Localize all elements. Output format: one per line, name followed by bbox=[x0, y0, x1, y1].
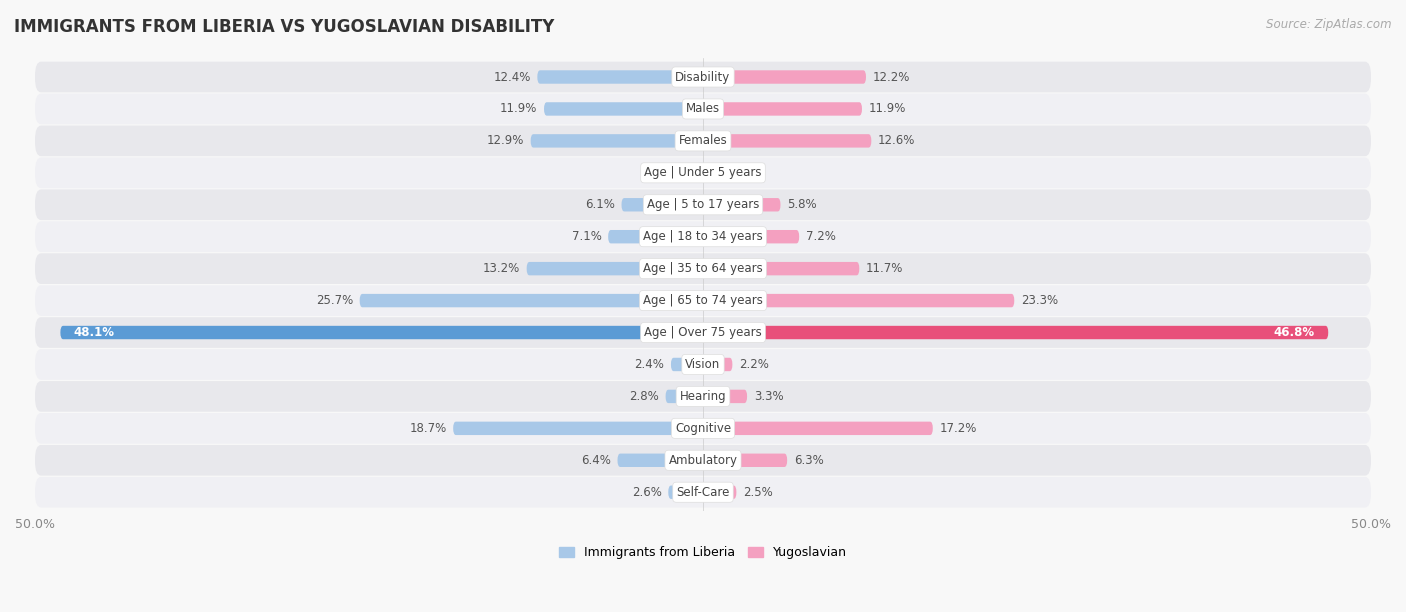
FancyBboxPatch shape bbox=[35, 381, 1371, 412]
FancyBboxPatch shape bbox=[671, 358, 703, 371]
Text: 11.9%: 11.9% bbox=[869, 102, 905, 116]
Text: 13.2%: 13.2% bbox=[482, 262, 520, 275]
Text: Cognitive: Cognitive bbox=[675, 422, 731, 435]
Text: 11.7%: 11.7% bbox=[866, 262, 904, 275]
Text: 2.4%: 2.4% bbox=[634, 358, 664, 371]
FancyBboxPatch shape bbox=[35, 62, 1371, 92]
FancyBboxPatch shape bbox=[35, 157, 1371, 188]
Text: 18.7%: 18.7% bbox=[409, 422, 447, 435]
FancyBboxPatch shape bbox=[530, 134, 703, 147]
FancyBboxPatch shape bbox=[703, 166, 721, 179]
FancyBboxPatch shape bbox=[60, 326, 703, 339]
Text: Disability: Disability bbox=[675, 70, 731, 83]
Text: 12.2%: 12.2% bbox=[873, 70, 910, 83]
Text: 12.4%: 12.4% bbox=[494, 70, 530, 83]
FancyBboxPatch shape bbox=[35, 477, 1371, 507]
Text: 12.6%: 12.6% bbox=[877, 135, 915, 147]
Text: 6.4%: 6.4% bbox=[581, 453, 610, 467]
Text: 6.3%: 6.3% bbox=[794, 453, 824, 467]
Text: Age | 5 to 17 years: Age | 5 to 17 years bbox=[647, 198, 759, 211]
FancyBboxPatch shape bbox=[703, 70, 866, 84]
Text: 2.5%: 2.5% bbox=[744, 486, 773, 499]
Text: 6.1%: 6.1% bbox=[585, 198, 614, 211]
Text: 11.9%: 11.9% bbox=[501, 102, 537, 116]
FancyBboxPatch shape bbox=[703, 102, 862, 116]
FancyBboxPatch shape bbox=[703, 198, 780, 212]
FancyBboxPatch shape bbox=[703, 230, 799, 244]
FancyBboxPatch shape bbox=[35, 413, 1371, 444]
Text: 3.3%: 3.3% bbox=[754, 390, 783, 403]
Text: Age | Under 5 years: Age | Under 5 years bbox=[644, 166, 762, 179]
FancyBboxPatch shape bbox=[703, 262, 859, 275]
Text: 48.1%: 48.1% bbox=[73, 326, 115, 339]
FancyBboxPatch shape bbox=[703, 358, 733, 371]
FancyBboxPatch shape bbox=[35, 125, 1371, 156]
Text: 12.9%: 12.9% bbox=[486, 135, 524, 147]
Text: Source: ZipAtlas.com: Source: ZipAtlas.com bbox=[1267, 18, 1392, 31]
Text: IMMIGRANTS FROM LIBERIA VS YUGOSLAVIAN DISABILITY: IMMIGRANTS FROM LIBERIA VS YUGOSLAVIAN D… bbox=[14, 18, 554, 36]
FancyBboxPatch shape bbox=[703, 326, 1329, 339]
Text: Vision: Vision bbox=[685, 358, 721, 371]
FancyBboxPatch shape bbox=[703, 390, 747, 403]
Text: 2.2%: 2.2% bbox=[740, 358, 769, 371]
FancyBboxPatch shape bbox=[35, 349, 1371, 380]
Text: 2.8%: 2.8% bbox=[628, 390, 659, 403]
FancyBboxPatch shape bbox=[527, 262, 703, 275]
FancyBboxPatch shape bbox=[360, 294, 703, 307]
Text: 17.2%: 17.2% bbox=[939, 422, 977, 435]
Text: 1.4%: 1.4% bbox=[728, 166, 758, 179]
Text: Hearing: Hearing bbox=[679, 390, 727, 403]
Text: 23.3%: 23.3% bbox=[1021, 294, 1059, 307]
Text: Ambulatory: Ambulatory bbox=[668, 453, 738, 467]
FancyBboxPatch shape bbox=[703, 485, 737, 499]
Text: 46.8%: 46.8% bbox=[1274, 326, 1315, 339]
Text: 25.7%: 25.7% bbox=[316, 294, 353, 307]
FancyBboxPatch shape bbox=[453, 422, 703, 435]
Text: 7.1%: 7.1% bbox=[572, 230, 602, 243]
FancyBboxPatch shape bbox=[703, 422, 932, 435]
FancyBboxPatch shape bbox=[35, 317, 1371, 348]
FancyBboxPatch shape bbox=[35, 253, 1371, 284]
FancyBboxPatch shape bbox=[703, 453, 787, 467]
FancyBboxPatch shape bbox=[703, 294, 1014, 307]
FancyBboxPatch shape bbox=[609, 230, 703, 244]
Text: 2.6%: 2.6% bbox=[631, 486, 662, 499]
Text: Age | 35 to 64 years: Age | 35 to 64 years bbox=[643, 262, 763, 275]
Text: Age | Over 75 years: Age | Over 75 years bbox=[644, 326, 762, 339]
FancyBboxPatch shape bbox=[668, 485, 703, 499]
Text: Females: Females bbox=[679, 135, 727, 147]
FancyBboxPatch shape bbox=[35, 190, 1371, 220]
Legend: Immigrants from Liberia, Yugoslavian: Immigrants from Liberia, Yugoslavian bbox=[554, 541, 852, 564]
FancyBboxPatch shape bbox=[537, 70, 703, 84]
FancyBboxPatch shape bbox=[665, 390, 703, 403]
FancyBboxPatch shape bbox=[621, 198, 703, 212]
Text: 5.8%: 5.8% bbox=[787, 198, 817, 211]
Text: 1.4%: 1.4% bbox=[648, 166, 678, 179]
FancyBboxPatch shape bbox=[35, 445, 1371, 476]
Text: 7.2%: 7.2% bbox=[806, 230, 835, 243]
FancyBboxPatch shape bbox=[617, 453, 703, 467]
Text: Age | 18 to 34 years: Age | 18 to 34 years bbox=[643, 230, 763, 243]
FancyBboxPatch shape bbox=[544, 102, 703, 116]
FancyBboxPatch shape bbox=[35, 94, 1371, 124]
Text: Age | 65 to 74 years: Age | 65 to 74 years bbox=[643, 294, 763, 307]
FancyBboxPatch shape bbox=[685, 166, 703, 179]
FancyBboxPatch shape bbox=[703, 134, 872, 147]
Text: Males: Males bbox=[686, 102, 720, 116]
Text: Self-Care: Self-Care bbox=[676, 486, 730, 499]
FancyBboxPatch shape bbox=[35, 222, 1371, 252]
FancyBboxPatch shape bbox=[35, 285, 1371, 316]
